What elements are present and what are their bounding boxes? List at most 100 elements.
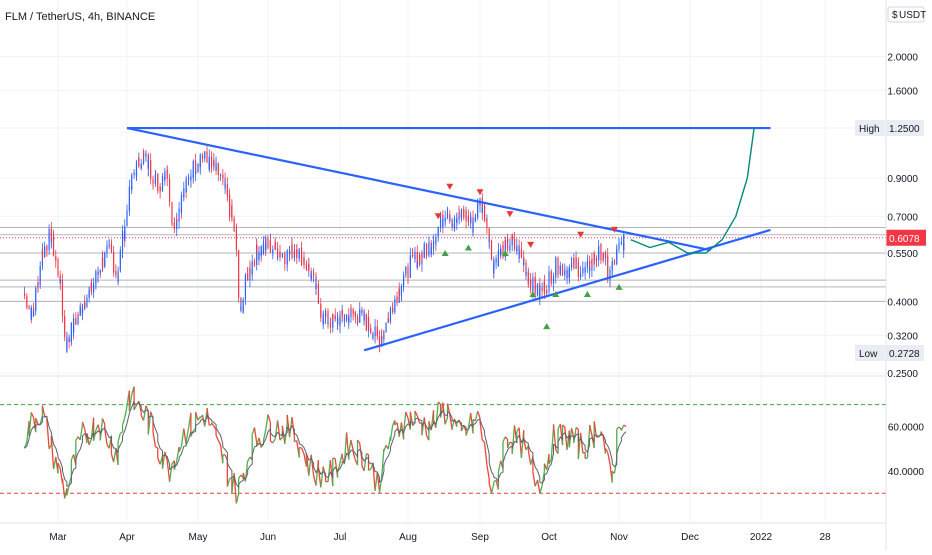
candle-body: [421, 253, 422, 256]
candle-body: [346, 315, 347, 316]
candle-body: [612, 261, 613, 269]
candle-body: [282, 253, 283, 254]
candle-body: [412, 255, 413, 256]
candle-body: [254, 262, 255, 265]
candle-body: [224, 184, 225, 188]
candle-body: [491, 244, 492, 259]
candle-body: [148, 160, 149, 169]
candle-body: [452, 224, 453, 227]
candle-body: [202, 156, 203, 158]
candle-body: [548, 276, 549, 291]
candle-body: [392, 308, 393, 312]
candle-body: [95, 271, 96, 281]
candle-body: [512, 235, 513, 240]
candle-body: [357, 323, 358, 324]
candle-body: [551, 273, 552, 283]
candle-body: [623, 235, 624, 251]
candle-body: [261, 246, 262, 256]
candle-body: [603, 254, 604, 258]
candle-body: [69, 339, 70, 342]
candle-body: [463, 213, 464, 219]
candle-body: [372, 334, 373, 338]
candle-body: [89, 290, 90, 291]
candle-body: [410, 260, 411, 278]
currency-selector[interactable]: $ USDT: [888, 7, 926, 22]
candle-body: [64, 322, 65, 337]
candle-body: [366, 323, 367, 331]
candle-body: [303, 257, 304, 264]
candle-body: [591, 259, 592, 264]
candle-body: [129, 187, 130, 210]
candle-body: [578, 263, 579, 277]
low-value: 0.2728: [889, 349, 920, 360]
time-tick-label: Aug: [399, 532, 417, 543]
candle-body: [426, 249, 427, 256]
candle-body: [106, 246, 107, 249]
candle-body: [486, 218, 487, 228]
candle-body: [143, 151, 144, 153]
candle-body: [320, 315, 321, 318]
candle-body: [553, 276, 554, 281]
candle-body: [445, 217, 446, 221]
candle-body: [442, 219, 443, 227]
candle-body: [294, 251, 295, 253]
candle-body: [104, 252, 105, 262]
candle-body: [277, 248, 278, 258]
candle-body: [417, 261, 418, 267]
candle-body: [405, 267, 406, 274]
candle-body: [461, 209, 462, 218]
candle-body: [537, 284, 538, 295]
candle-body: [370, 331, 371, 333]
candle-body: [465, 210, 466, 221]
candle-body: [122, 231, 123, 251]
candle-body: [272, 250, 273, 251]
candle-body: [569, 267, 570, 278]
candle-body: [493, 263, 494, 274]
price-tick-label: 2.0000: [887, 53, 918, 64]
candle-body: [594, 253, 595, 260]
candle-body: [325, 311, 326, 317]
candle-body: [489, 241, 490, 242]
candle-body: [318, 292, 319, 304]
candle-body: [401, 286, 402, 293]
candle-body: [249, 268, 250, 274]
candle-body: [548, 272, 549, 276]
candle-body: [616, 249, 617, 251]
candle-body: [247, 274, 248, 280]
candle-body: [449, 220, 450, 221]
candle-body: [227, 184, 228, 194]
currency-prefix: $: [892, 10, 898, 21]
candle-body: [37, 282, 38, 285]
candle-body: [582, 271, 583, 273]
candle-body: [111, 246, 112, 252]
candle-body: [258, 253, 259, 261]
candle-body: [355, 312, 356, 317]
price-tick-label: 0.5500: [887, 249, 918, 260]
candle-body: [109, 245, 110, 246]
candle-body: [505, 240, 506, 242]
price-tick-label: 1.6000: [887, 86, 918, 97]
candle-body: [573, 258, 574, 269]
candle-body: [291, 245, 292, 259]
candle-body: [279, 252, 280, 257]
candle-body: [84, 302, 85, 307]
candle-body: [431, 247, 432, 254]
candle-body: [403, 275, 404, 282]
candle-body: [519, 249, 520, 259]
candle-body: [164, 171, 165, 180]
time-tick-label: 28: [819, 532, 831, 543]
time-tick-label: May: [189, 532, 208, 543]
candle-body: [145, 155, 146, 156]
candle-body: [544, 281, 545, 293]
candle-body: [24, 294, 25, 296]
candle-body: [381, 336, 382, 339]
candle-body: [80, 306, 81, 307]
candle-body: [190, 176, 191, 181]
candle-body: [525, 272, 526, 276]
candle-body: [206, 159, 207, 162]
candle-body: [62, 301, 63, 316]
candle-body: [124, 226, 125, 240]
candle-body: [284, 257, 285, 263]
